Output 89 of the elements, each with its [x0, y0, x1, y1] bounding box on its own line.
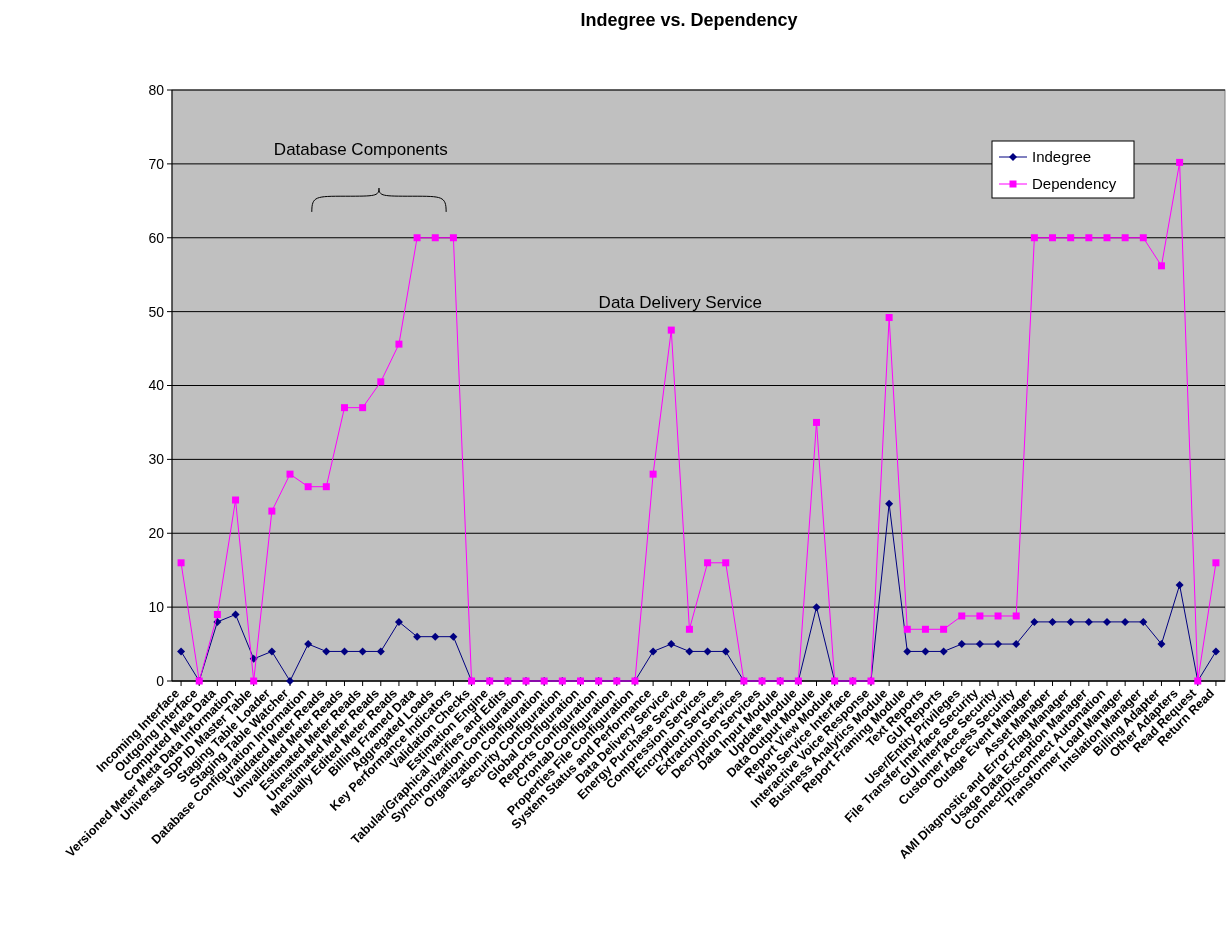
- point: [1176, 158, 1184, 166]
- point: [1157, 640, 1166, 649]
- point: [304, 640, 313, 649]
- point: [1030, 617, 1039, 626]
- y-tick-label: 50: [148, 303, 165, 320]
- point: [704, 559, 712, 567]
- point: [1121, 234, 1129, 242]
- point: [994, 640, 1003, 649]
- point: [903, 647, 912, 656]
- point: [975, 640, 984, 649]
- point: [358, 647, 367, 656]
- point: [1212, 559, 1220, 567]
- point: [685, 625, 693, 633]
- point: [340, 404, 348, 412]
- y-tick-label: 70: [148, 155, 165, 172]
- point: [304, 483, 312, 491]
- point: [232, 496, 240, 504]
- point: [667, 640, 676, 649]
- point: [1211, 647, 1220, 656]
- point: [685, 647, 694, 656]
- point: [268, 507, 276, 515]
- point: [1103, 234, 1111, 242]
- point: [812, 603, 821, 612]
- point: [921, 625, 929, 633]
- point: [376, 647, 385, 656]
- point: [177, 559, 185, 567]
- point: [413, 234, 421, 242]
- legend-label: Indegree: [1032, 148, 1092, 166]
- point: [286, 470, 294, 478]
- point: [322, 483, 330, 491]
- point: [921, 647, 930, 656]
- y-tick-label: 10: [148, 599, 165, 616]
- annotation: Data Delivery Service: [598, 292, 763, 312]
- point: [976, 612, 984, 620]
- point: [413, 632, 422, 641]
- point: [1157, 262, 1165, 270]
- point: [1030, 234, 1038, 242]
- point: [395, 340, 403, 348]
- point: [649, 647, 658, 656]
- point: [177, 647, 186, 656]
- point: [1084, 617, 1093, 626]
- point: [1139, 234, 1147, 242]
- point: [1175, 580, 1184, 589]
- point: [449, 234, 457, 242]
- point: [267, 647, 276, 656]
- point: [994, 612, 1002, 620]
- point: [1012, 612, 1020, 620]
- point: [649, 470, 657, 478]
- point: [340, 647, 349, 656]
- legend-label: Dependency: [1032, 175, 1117, 193]
- point: [322, 647, 331, 656]
- point: [722, 559, 730, 567]
- point: [449, 632, 458, 641]
- y-tick-label: 40: [148, 377, 165, 394]
- y-tick-label: 30: [148, 451, 165, 468]
- point: [703, 647, 712, 656]
- point: [431, 234, 439, 242]
- y-tick-label: 0: [156, 672, 165, 689]
- y-tick-label: 60: [148, 229, 165, 246]
- point: [940, 625, 948, 633]
- y-tick-label: 20: [148, 525, 165, 542]
- point: [1049, 234, 1057, 242]
- point: [286, 677, 295, 685]
- point: [359, 404, 367, 412]
- point: [1102, 617, 1111, 626]
- point: [885, 314, 893, 322]
- point: [431, 632, 440, 641]
- point: [1012, 640, 1021, 649]
- point: [813, 418, 821, 426]
- point: [939, 647, 948, 656]
- point: [885, 499, 894, 508]
- point: [1139, 617, 1148, 626]
- point: [394, 617, 403, 626]
- annotation: Database Components: [273, 140, 448, 160]
- point: [667, 326, 675, 334]
- point: [958, 612, 966, 620]
- point: [721, 647, 730, 656]
- chart-title: Indegree vs. Dependency: [580, 10, 798, 30]
- point: [1067, 234, 1075, 242]
- point: [377, 378, 385, 386]
- point: [231, 610, 240, 619]
- point: [1085, 234, 1093, 242]
- point: [1121, 617, 1130, 626]
- point: [1066, 617, 1075, 626]
- y-tick-label: 80: [148, 81, 165, 98]
- point: [903, 625, 911, 633]
- point: [1048, 617, 1057, 626]
- point: [957, 640, 966, 649]
- point: [213, 611, 221, 619]
